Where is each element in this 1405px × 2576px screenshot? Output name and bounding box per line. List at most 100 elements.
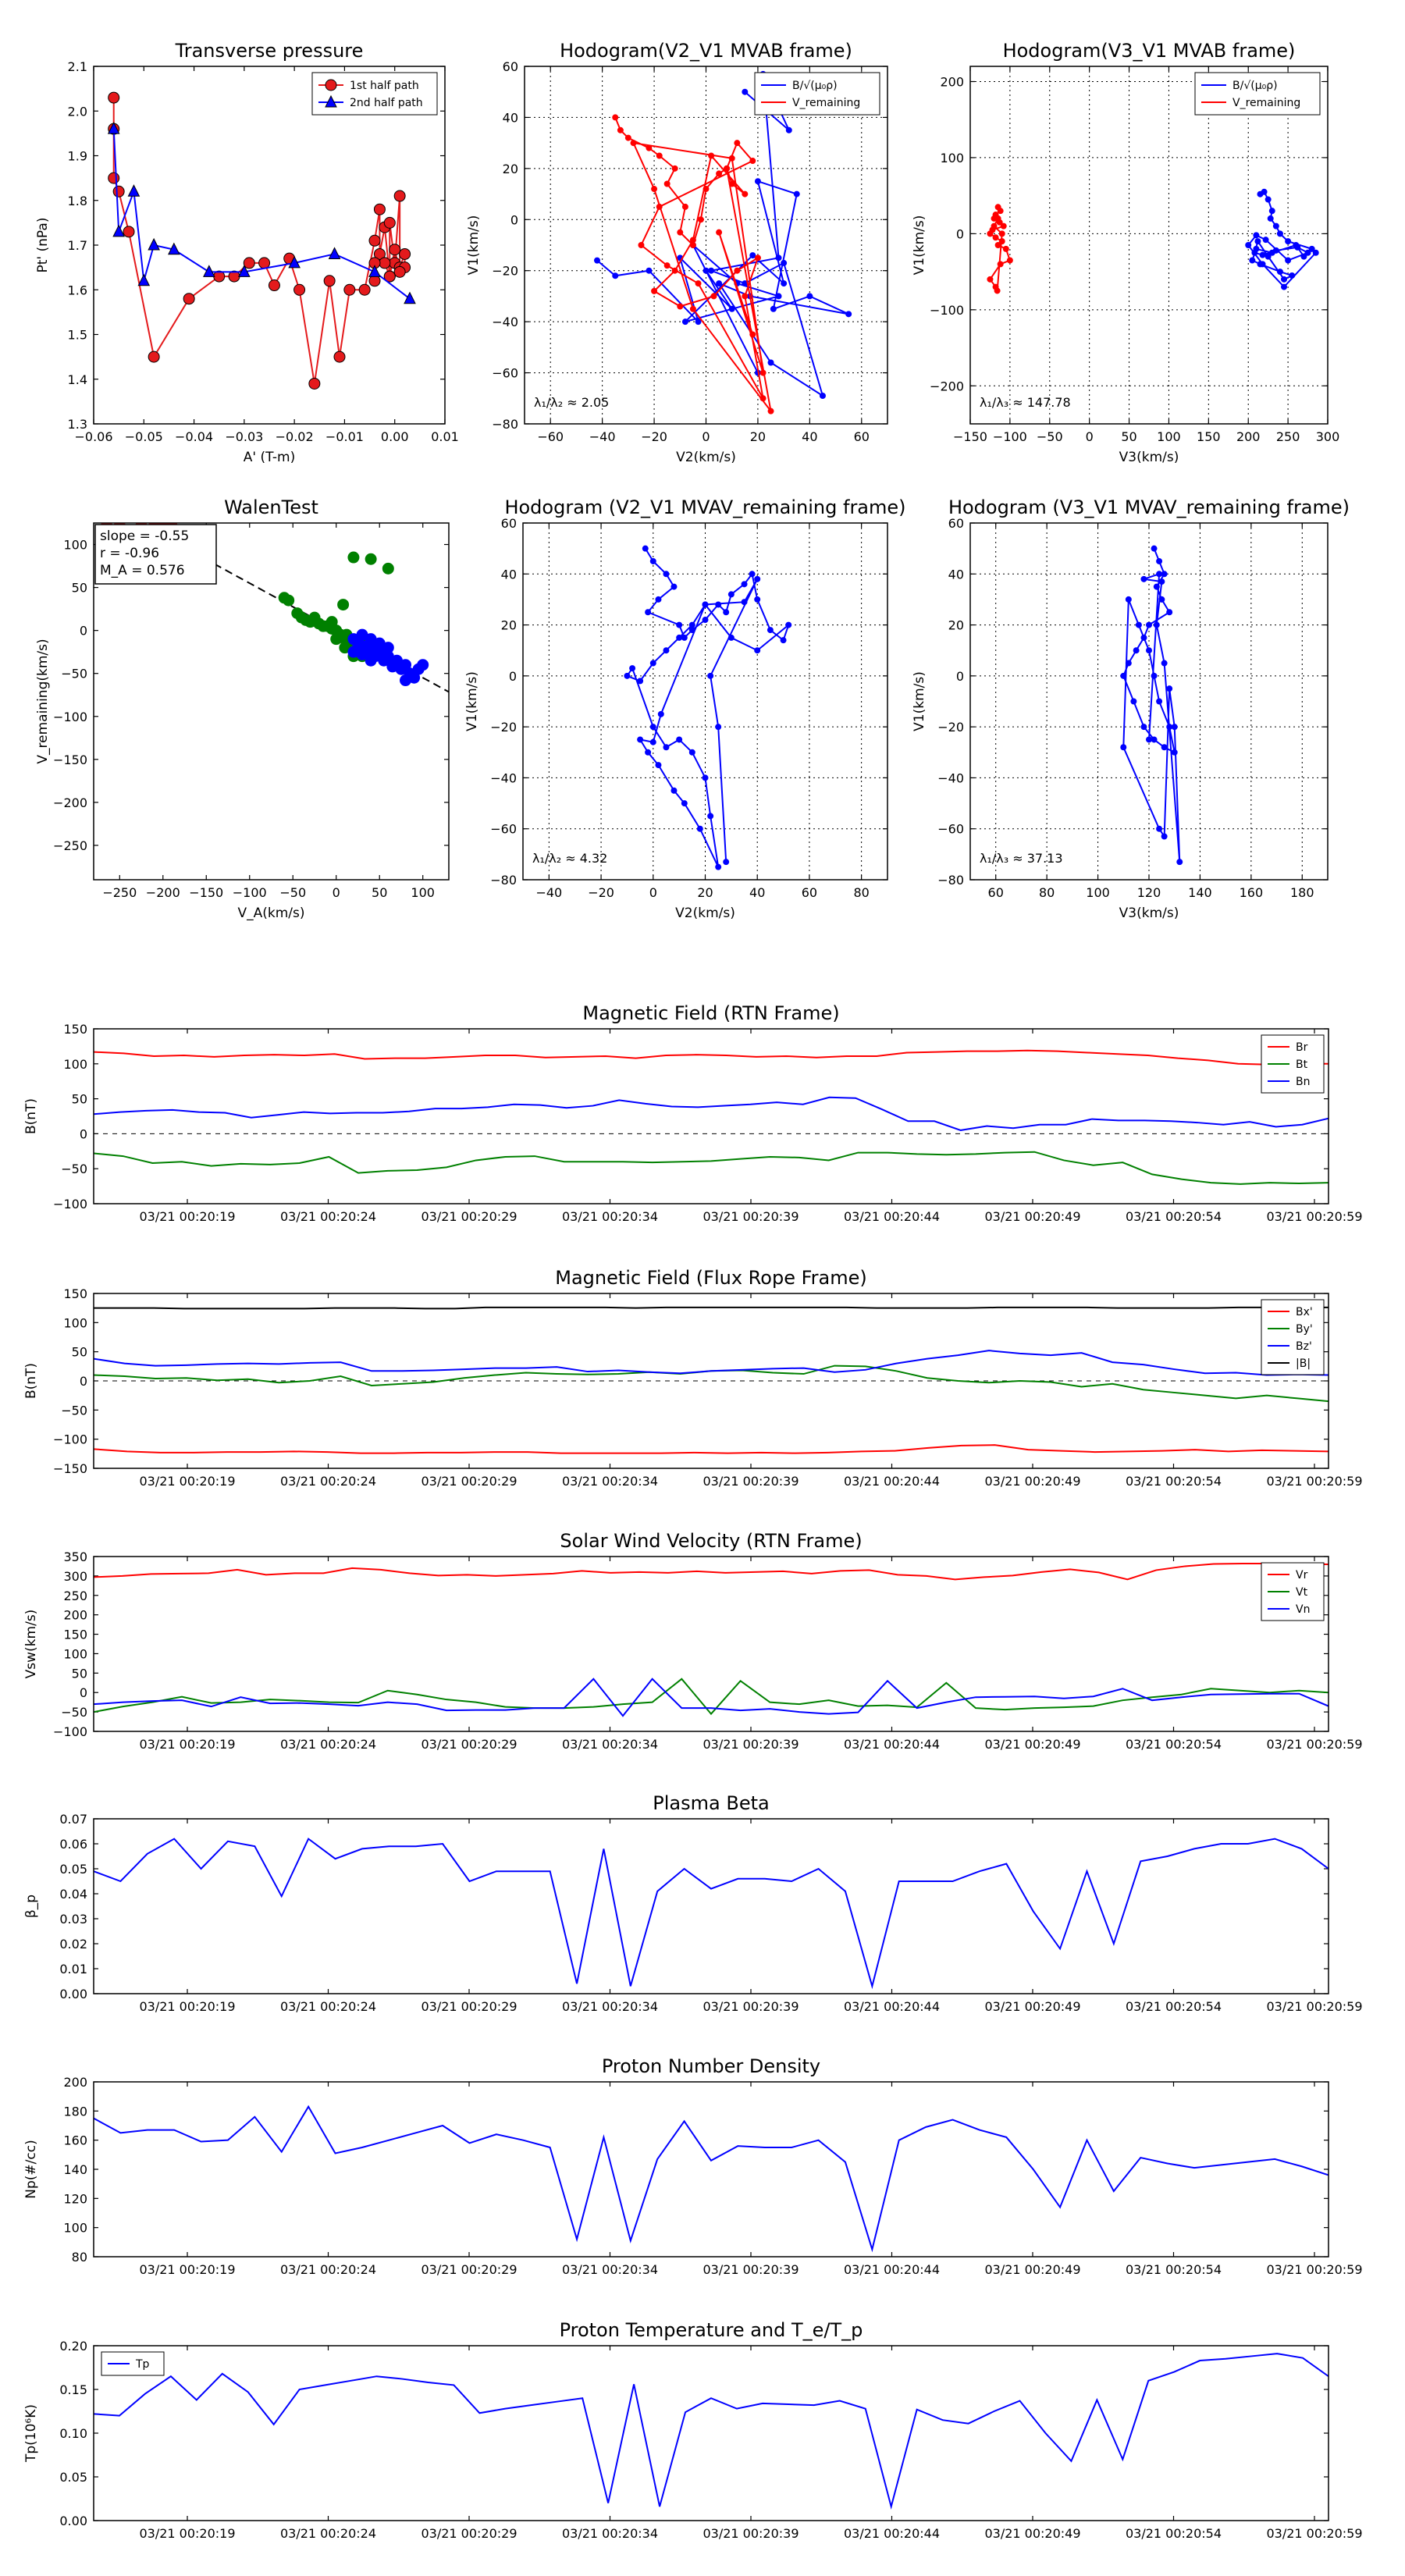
hodo3-point bbox=[657, 710, 664, 717]
bflux-time-label: 03/21 00:20:34 bbox=[562, 1474, 658, 1489]
bflux-legend-label: |B| bbox=[1296, 1357, 1311, 1370]
np-time-label: 03/21 00:20:44 bbox=[844, 2262, 940, 2277]
bfield-ytick-label: 150 bbox=[63, 1022, 87, 1037]
hodo2-marks bbox=[987, 188, 1319, 294]
pt-point bbox=[325, 79, 337, 91]
tp-time-label: 03/21 00:20:39 bbox=[702, 2526, 799, 2541]
hodo1-point bbox=[781, 259, 788, 266]
tp-chart: Proton Temperature and T_e/T_p 0.00 0.05 0.… bbox=[23, 2319, 1363, 2541]
np-ytick-label: 160 bbox=[63, 2133, 87, 2148]
beta-ytick-label: 0.06 bbox=[59, 1837, 87, 1852]
hodo1-point bbox=[724, 165, 731, 172]
hodo2-point bbox=[1285, 238, 1292, 245]
hodo1-point bbox=[651, 186, 658, 193]
tp-ytick-label: 0.20 bbox=[59, 2339, 87, 2354]
hodo1-xtick-label: 20 bbox=[750, 429, 766, 444]
hodo2-point bbox=[1261, 188, 1268, 195]
hodo1-point bbox=[716, 229, 723, 236]
hodo3-ytick-label: −40 bbox=[490, 770, 517, 785]
hodo1-point bbox=[695, 280, 702, 287]
walen-ytick-label: 0 bbox=[80, 624, 87, 639]
hodo2-xlabel: V3(km/s) bbox=[1119, 450, 1179, 465]
pt-point bbox=[203, 265, 215, 277]
hodo4-point bbox=[1161, 571, 1168, 578]
pt-xtick-label: −0.05 bbox=[125, 429, 163, 444]
hodo4-point bbox=[1161, 744, 1168, 751]
hodo4-ytick-label: −20 bbox=[937, 720, 964, 735]
bfield-legend-label: Bt bbox=[1296, 1059, 1308, 1071]
vsw-plot-area bbox=[94, 1557, 1329, 1731]
hodo1-point bbox=[734, 140, 741, 147]
hodo3-point bbox=[645, 609, 652, 616]
hodo2-xtick-label: 250 bbox=[1276, 429, 1300, 444]
pt-xtick-label: −0.02 bbox=[276, 429, 314, 444]
bflux-ytick-label: −50 bbox=[61, 1403, 87, 1418]
hodo1-point bbox=[793, 190, 800, 197]
bflux-frame bbox=[93, 1293, 1329, 1469]
bfield-legend-label: Br bbox=[1296, 1041, 1308, 1054]
hodo1-point bbox=[612, 114, 619, 121]
hodo2-point bbox=[1245, 242, 1252, 248]
hodo3-point bbox=[785, 621, 792, 628]
hodo2-point bbox=[1289, 272, 1296, 279]
hodo4-ytick-label: 20 bbox=[948, 618, 964, 633]
hodo2-point bbox=[1272, 247, 1279, 254]
bfield-time-label: 03/21 00:20:19 bbox=[139, 1209, 235, 1224]
np-time-label: 03/21 00:20:19 bbox=[139, 2262, 235, 2277]
hodo4-point bbox=[1133, 647, 1140, 654]
hodo2-point bbox=[1006, 257, 1013, 264]
pt-point bbox=[399, 247, 411, 260]
pt-point bbox=[127, 184, 140, 197]
hodo1-legend bbox=[754, 72, 880, 116]
hodo2-ytick-label: −100 bbox=[930, 303, 964, 318]
pt-ytick-label: 1.4 bbox=[68, 372, 87, 387]
walen-ytick-label: −150 bbox=[53, 753, 87, 767]
hodo1-xtick-label: −60 bbox=[537, 429, 564, 444]
hodo3-point bbox=[629, 665, 636, 672]
pt-point bbox=[288, 255, 301, 269]
vsw-ytick-label: 300 bbox=[63, 1569, 87, 1584]
walen-xtick-label: −200 bbox=[146, 885, 180, 900]
hodo4-xtick-label: 180 bbox=[1290, 885, 1314, 900]
bfield-marks bbox=[94, 1049, 1329, 1185]
bflux-ytick-label: 0 bbox=[80, 1374, 87, 1389]
hodo1-point bbox=[708, 267, 715, 274]
hodo4-point bbox=[1156, 825, 1163, 832]
hodo1-ytick-label: −40 bbox=[492, 315, 518, 329]
walen-point bbox=[417, 659, 429, 671]
vsw-ytick-label: 200 bbox=[63, 1608, 87, 1623]
hodo2-ytick-label: 200 bbox=[940, 74, 964, 89]
hodo3-point bbox=[663, 647, 670, 654]
tp-time-label: 03/21 00:20:34 bbox=[562, 2526, 658, 2541]
hodo1-point bbox=[759, 369, 767, 376]
hodo2-legend-label: B/√(μ₀ρ) bbox=[1232, 80, 1278, 92]
hodo3-ytick-label: 40 bbox=[501, 567, 517, 582]
np-ytick-label: 140 bbox=[63, 2162, 87, 2177]
hodo4-series-line bbox=[1122, 548, 1181, 863]
bfield-series-Br bbox=[94, 1049, 1329, 1066]
hodo1-point bbox=[681, 318, 688, 326]
pt-xlabel: A' (T-m) bbox=[244, 450, 296, 465]
hodo1-point bbox=[742, 190, 749, 197]
hodo3-point bbox=[624, 672, 631, 679]
hodo2-point bbox=[997, 208, 1004, 215]
pt-title: Transverse pressure bbox=[175, 40, 364, 62]
walen-ytick-label: −200 bbox=[53, 795, 87, 810]
hodo3-annotation: λ₁/λ₂ ≈ 4.32 bbox=[532, 851, 607, 866]
np-time-label: 03/21 00:20:59 bbox=[1266, 2262, 1362, 2277]
bfield-time-label: 03/21 00:20:54 bbox=[1126, 1209, 1222, 1224]
hodo1-point bbox=[716, 280, 723, 287]
pt-ytick-label: 1.9 bbox=[68, 149, 87, 164]
hodo1-xtick-label: −20 bbox=[641, 429, 667, 444]
hodo3-point bbox=[681, 800, 688, 807]
hodo3-point bbox=[754, 596, 761, 603]
bflux-time-label: 03/21 00:20:39 bbox=[702, 1474, 799, 1489]
pt-point bbox=[333, 350, 346, 363]
hodo1-point bbox=[702, 186, 710, 193]
bfield-time-label: 03/21 00:20:44 bbox=[844, 1209, 940, 1224]
pt-point bbox=[168, 242, 180, 255]
hodo1-xtick-label: 40 bbox=[802, 429, 817, 444]
hodo2-ytick-label: −200 bbox=[930, 379, 964, 393]
hodo4-point bbox=[1151, 672, 1158, 679]
